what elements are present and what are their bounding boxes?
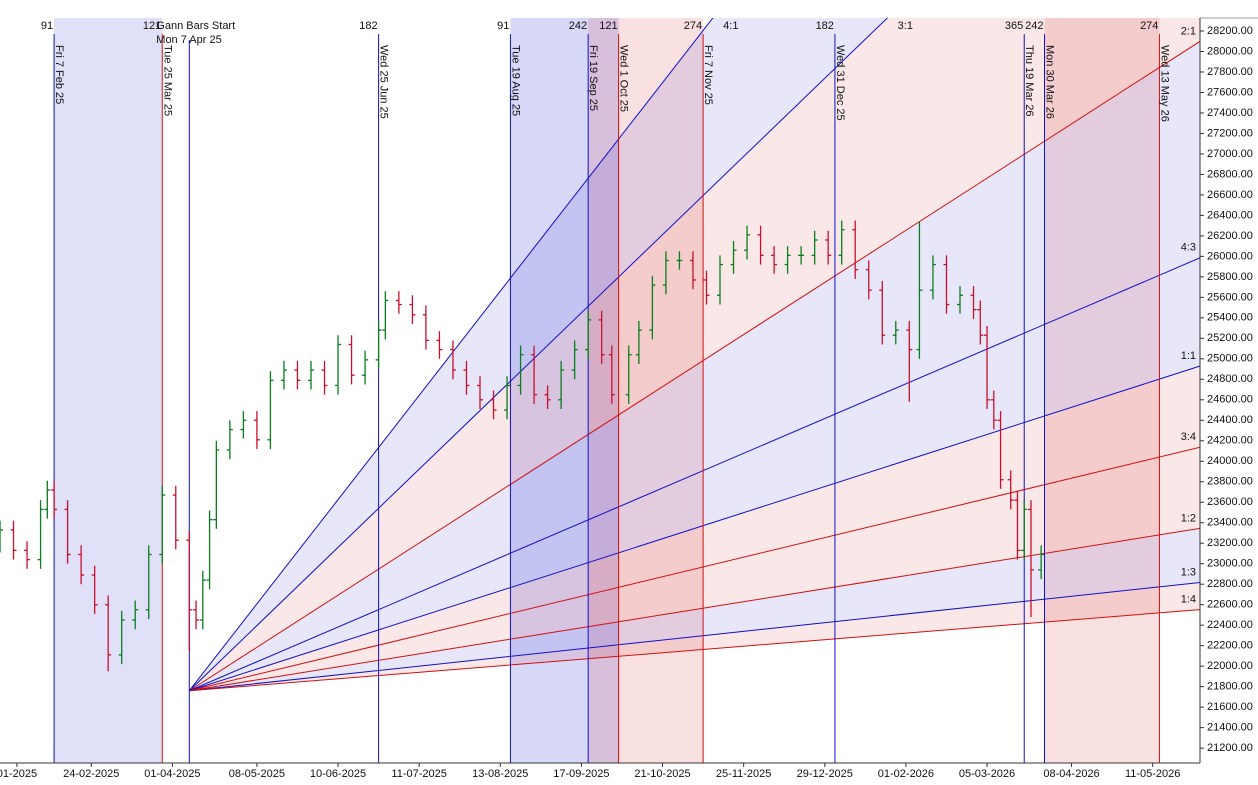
x-tick-label: 29-12-2025 [797,768,853,780]
time-date: Wed 31 Dec 25 [834,45,846,121]
y-tick-label: 24000.00 [1207,455,1253,467]
y-tick-label: 27200.00 [1207,127,1253,139]
y-tick-label: 28000.00 [1207,45,1253,57]
y-tick-label: 21800.00 [1207,681,1253,693]
time-date: Thu 19 Mar 26 [1023,45,1035,117]
x-tick-label: 13-08-2025 [472,768,528,780]
y-tick-label: 23200.00 [1207,537,1253,549]
start-date: Mon 7 Apr 25 [156,34,221,46]
time-count: 121 [143,20,161,32]
x-tick-label: 01-2025 [0,768,37,780]
fan-label: 1:3 [1181,566,1196,578]
y-tick-label: 27400.00 [1207,107,1253,119]
y-tick-label: 26400.00 [1207,209,1253,221]
time-count: 182 [359,20,377,32]
fan-line [189,609,1200,692]
y-tick-label: 28200.00 [1207,25,1253,37]
fan-line [189,527,1200,692]
time-band [1044,18,1160,763]
fan-label: 4:1 [723,20,738,32]
y-tick-label: 21200.00 [1207,742,1253,754]
x-tick-label: 25-11-2025 [716,768,771,780]
y-tick-label: 26600.00 [1207,189,1253,201]
fan-label: 2:1 [1181,25,1196,37]
y-tick-label: 27600.00 [1207,86,1253,98]
time-count: 274 [1140,20,1158,32]
y-tick-label: 24400.00 [1207,414,1253,426]
x-tick-label: 01-04-2025 [144,768,200,780]
x-tick-label: 10-06-2025 [310,768,366,780]
time-count: 91 [497,20,509,32]
y-tick-label: 23800.00 [1207,476,1253,488]
time-date: Fri 7 Feb 25 [53,45,65,104]
y-tick-label: 22600.00 [1207,599,1253,611]
y-tick-label: 22200.00 [1207,640,1253,652]
y-tick-label: 22400.00 [1207,619,1253,631]
fan-line [189,40,1200,692]
time-date: Tue 19 Aug 25 [509,45,521,116]
time-band [510,18,619,763]
y-tick-label: 25800.00 [1207,271,1253,283]
x-tick-label: 08-05-2025 [229,768,285,780]
x-tick-label: 17-09-2025 [553,768,609,780]
time-count: 242 [569,20,587,32]
fan-label: 1:1 [1181,350,1196,362]
time-count: 274 [684,20,702,32]
y-tick-label: 23400.00 [1207,517,1253,529]
x-tick-label: 21-10-2025 [634,768,690,780]
time-date: Wed 25 Jun 25 [378,45,390,119]
fan-label: 4:3 [1181,242,1196,254]
time-count: 182 [816,20,834,32]
y-tick-label: 23600.00 [1207,496,1253,508]
time-date: Fri 19 Sep 25 [587,45,599,111]
fan-line [189,365,1200,692]
y-tick-label: 24800.00 [1207,373,1253,385]
fan-label: 1:2 [1181,512,1196,524]
y-tick-label: 24600.00 [1207,394,1253,406]
fan-zone [189,18,1200,691]
fan-line [189,257,1200,692]
x-tick-label: 01-02-2026 [878,768,934,780]
y-tick-label: 21400.00 [1207,722,1253,734]
y-tick-label: 26800.00 [1207,168,1253,180]
fan-label: 1:4 [1181,593,1196,605]
x-tick-label: 08-04-2026 [1043,768,1099,780]
y-tick-label: 21600.00 [1207,701,1253,713]
y-tick-label: 26200.00 [1207,230,1253,242]
x-tick-label: 05-03-2026 [959,768,1015,780]
y-tick-label: 24200.00 [1207,435,1253,447]
time-date: Fri 7 Nov 25 [702,45,714,105]
y-tick-label: 27000.00 [1207,148,1253,160]
y-tick-label: 25400.00 [1207,312,1253,324]
y-tick-label: 25000.00 [1207,353,1253,365]
time-date: Wed 13 May 26 [1158,45,1170,122]
fan-label: 3:4 [1181,431,1196,443]
start-title: Gann Bars Start [156,20,235,32]
y-tick-label: 22000.00 [1207,660,1253,672]
time-count: 365 [1005,20,1023,32]
y-tick-label: 22800.00 [1207,578,1253,590]
plot-area [0,18,1200,763]
x-tick-label: 24-02-2025 [63,768,119,780]
y-tick-label: 25600.00 [1207,291,1253,303]
x-tick-label: 11-07-2025 [391,768,446,780]
y-tick-label: 23000.00 [1207,558,1253,570]
axes: 21200.00 21400.00 21600.00 21800.00 22000.00… [0,17,1258,780]
time-band [588,18,704,763]
fan-line [189,446,1200,692]
time-count: 121 [599,20,617,32]
time-date: Tue 25 Mar 25 [161,45,173,116]
y-tick-label: 25200.00 [1207,332,1253,344]
time-date: Mon 30 Mar 26 [1044,45,1056,119]
time-count: 91 [41,20,53,32]
time-count: 242 [1025,20,1043,32]
fan-line [189,582,1200,692]
y-tick-label: 26000.00 [1207,250,1253,262]
fan-label: 3:1 [898,20,913,32]
x-tick-label: 11-05-2026 [1125,768,1180,780]
y-tick-label: 27800.00 [1207,66,1253,78]
time-date: Wed 1 Oct 25 [618,45,630,112]
